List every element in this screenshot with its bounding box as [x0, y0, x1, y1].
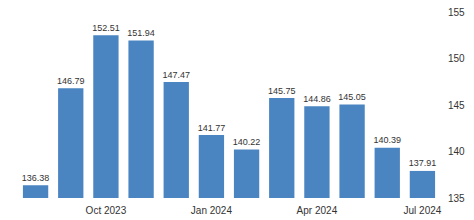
svg-text:144.86: 144.86 — [303, 94, 331, 104]
svg-text:145.75: 145.75 — [268, 86, 296, 96]
svg-text:155: 155 — [448, 7, 465, 18]
svg-text:140.39: 140.39 — [373, 135, 401, 145]
svg-text:Apr 2024: Apr 2024 — [297, 205, 338, 216]
svg-text:137.91: 137.91 — [409, 158, 437, 168]
svg-text:140.22: 140.22 — [233, 137, 261, 147]
svg-text:145: 145 — [448, 100, 465, 111]
svg-text:Oct 2023: Oct 2023 — [86, 205, 127, 216]
svg-text:136.38: 136.38 — [22, 173, 50, 183]
svg-text:Jan 2024: Jan 2024 — [191, 205, 233, 216]
svg-text:147.47: 147.47 — [162, 70, 190, 80]
svg-text:145.05: 145.05 — [338, 92, 366, 102]
svg-text:150: 150 — [448, 53, 465, 64]
svg-text:Jul 2024: Jul 2024 — [404, 205, 442, 216]
svg-text:140: 140 — [448, 146, 465, 157]
svg-text:152.51: 152.51 — [92, 23, 120, 33]
svg-text:135: 135 — [448, 193, 465, 204]
svg-text:141.77: 141.77 — [198, 123, 226, 133]
svg-text:151.94: 151.94 — [127, 28, 155, 38]
svg-text:146.79: 146.79 — [57, 76, 85, 86]
